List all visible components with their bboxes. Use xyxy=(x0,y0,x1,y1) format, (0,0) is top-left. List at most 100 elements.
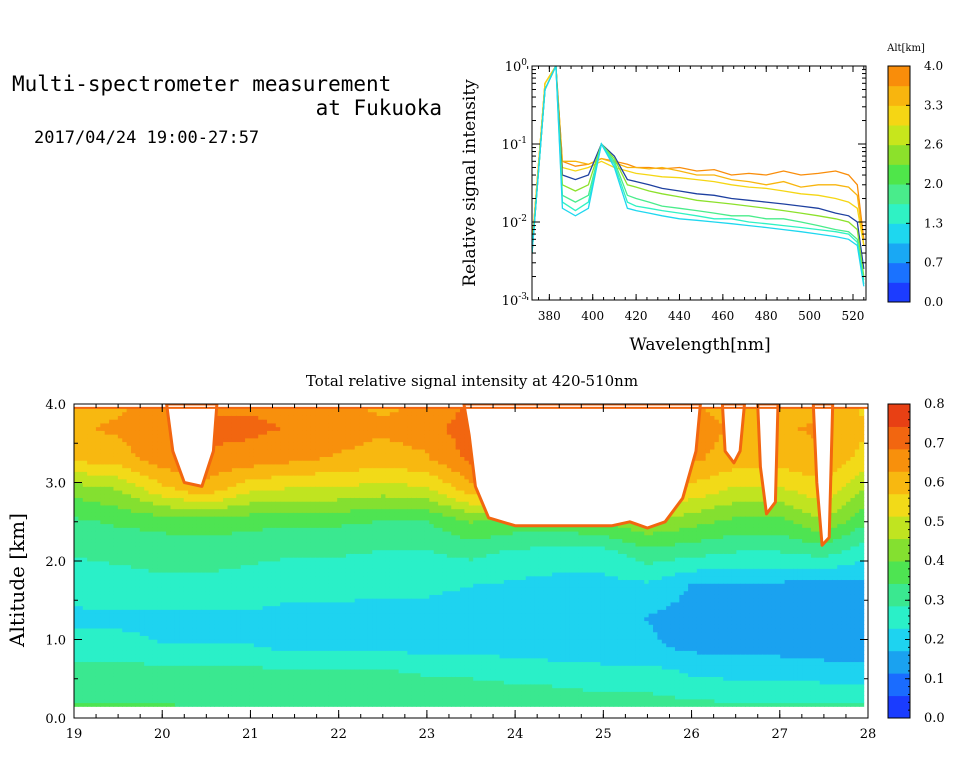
heatmap-cell xyxy=(288,672,294,677)
heatmap-cell xyxy=(148,680,154,685)
heatmap-cell xyxy=(126,676,132,681)
heatmap-cell xyxy=(87,516,93,521)
heatmap-cell xyxy=(209,478,215,484)
heatmap-cell xyxy=(91,553,97,558)
heatmap-cell xyxy=(324,672,330,677)
heatmap-cell xyxy=(104,467,110,472)
heatmap-cell xyxy=(288,683,294,689)
heatmap-cell xyxy=(139,665,145,670)
heatmap-cell xyxy=(214,609,220,614)
heatmap-cell xyxy=(227,668,233,674)
heatmap-cell xyxy=(91,639,97,644)
heatmap-cell xyxy=(113,650,119,655)
heatmap-cell xyxy=(253,616,259,622)
heatmap-cell xyxy=(152,549,158,554)
heatmap-cell xyxy=(223,516,229,521)
heatmap-cell xyxy=(284,497,290,502)
heatmap-cell xyxy=(179,613,185,618)
heatmap-cell xyxy=(82,579,88,584)
heatmap-cell xyxy=(87,668,93,674)
heatmap-cell xyxy=(161,489,167,495)
heatmap-cell xyxy=(104,635,110,640)
heatmap-cell xyxy=(126,549,132,554)
heatmap-cell xyxy=(258,702,264,707)
heatmap-cell xyxy=(267,497,272,502)
heatmap-cell xyxy=(82,683,88,689)
heatmap-cell xyxy=(297,463,303,469)
heatmap-cell xyxy=(324,530,330,536)
heatmap-cell xyxy=(267,445,272,450)
heatmap-cell xyxy=(324,650,330,655)
heatmap-cell xyxy=(227,411,233,416)
heatmap-cell xyxy=(131,504,137,510)
heatmap-cell xyxy=(297,568,303,573)
heatmap-cell xyxy=(310,627,316,633)
heatmap-cell xyxy=(310,657,316,663)
heatmap-cell xyxy=(87,695,93,700)
heatmap-cell xyxy=(205,613,211,618)
heatmap-cell xyxy=(315,553,321,558)
spectrum-x-tick-label-4: 460 xyxy=(711,309,734,323)
heatmap-cell xyxy=(82,657,88,663)
heatmap-cell xyxy=(157,534,163,540)
heatmap-cell xyxy=(293,471,299,476)
heatmap-cell xyxy=(302,564,308,569)
heatmap-cell xyxy=(240,530,246,536)
heatmap-cell xyxy=(161,478,167,484)
heatmap-cell xyxy=(139,642,145,648)
heatmap-cell xyxy=(157,568,163,573)
heatmap-cell xyxy=(236,557,242,562)
heatmap-cell xyxy=(152,545,158,551)
heatmap-cell xyxy=(87,583,93,588)
heatmap-cell xyxy=(249,627,255,633)
spectrum-x-tick-label-2: 420 xyxy=(625,309,648,323)
heatmap-cell xyxy=(328,463,334,469)
heatmap-cell xyxy=(315,590,321,595)
heatmap-cell xyxy=(267,639,272,644)
heatmap-cell xyxy=(174,549,180,554)
heatmap-cell xyxy=(166,668,172,674)
heatmap-cell xyxy=(297,415,303,420)
heatmap-cell xyxy=(135,609,141,614)
heatmap-cell xyxy=(135,668,141,674)
heatmap-cell xyxy=(104,471,110,476)
heatmap-cell xyxy=(245,448,251,454)
heatmap-cell xyxy=(306,698,312,704)
heatmap-cell xyxy=(87,676,93,681)
heatmap-cell xyxy=(144,702,150,707)
heatmap-cell xyxy=(293,497,299,502)
heatmap-cell xyxy=(249,426,255,431)
heatmap-cell xyxy=(122,542,128,547)
heatmap-cell xyxy=(306,687,312,692)
heatmap-cell xyxy=(95,609,101,614)
heatmap-cell xyxy=(205,583,211,588)
heatmap-cell xyxy=(148,452,154,457)
heatmap-cell xyxy=(328,467,334,472)
heatmap-cell xyxy=(253,687,259,692)
heatmap-cell xyxy=(236,553,242,558)
heatmap-cell xyxy=(74,434,79,439)
heatmap-cell xyxy=(174,683,180,689)
heatmap-cell xyxy=(74,642,79,648)
heatmap-cell xyxy=(280,448,286,454)
heatmap-cell xyxy=(284,609,290,614)
heatmap-cell xyxy=(183,516,189,521)
heatmap-cell xyxy=(95,512,101,517)
heatmap-cell xyxy=(258,590,264,595)
heatmap-cell xyxy=(152,463,158,469)
heatmap-cell xyxy=(302,657,308,663)
heatmap-cell xyxy=(139,586,145,592)
heatmap-cell xyxy=(157,646,163,651)
spectrum-x-tick-label-1: 400 xyxy=(581,309,604,323)
heatmap-cell xyxy=(209,598,215,603)
heatmap-cell xyxy=(144,683,150,689)
heatmap-cell xyxy=(183,605,189,610)
heatmap-cell xyxy=(240,594,246,599)
heatmap-cell xyxy=(280,422,286,428)
heatmap-cell xyxy=(117,702,123,707)
heatmap-cell xyxy=(253,516,259,521)
heatmap-cell xyxy=(152,445,158,450)
heatmap-cell xyxy=(117,508,123,513)
heatmap-cell xyxy=(139,661,145,666)
heatmap-cell xyxy=(205,482,211,487)
